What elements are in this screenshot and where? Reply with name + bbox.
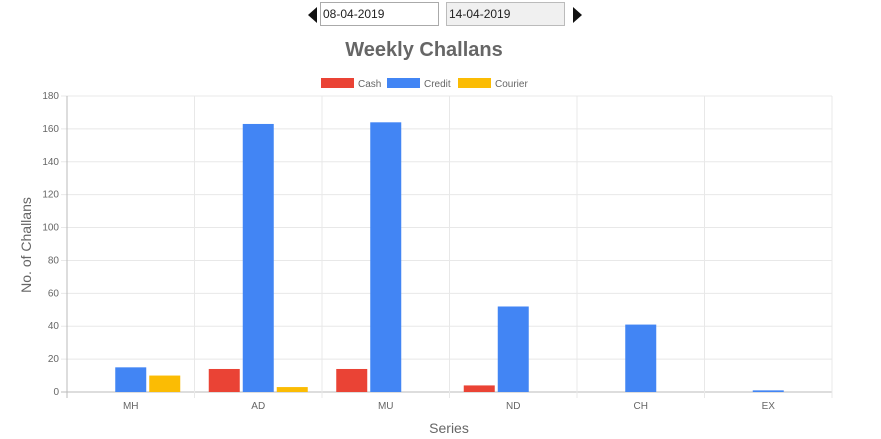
legend-label-cash[interactable]: Cash xyxy=(358,79,381,90)
x-tick-label: AD xyxy=(251,401,265,412)
legend-label-courier[interactable]: Courier xyxy=(495,79,528,90)
y-tick-label: 80 xyxy=(48,255,60,266)
bar-credit-ad[interactable] xyxy=(242,123,274,392)
bar-cash-mu[interactable] xyxy=(336,368,368,392)
legend-label-credit[interactable]: Credit xyxy=(424,79,451,90)
y-axis-label: No. of Challans xyxy=(18,197,34,293)
y-tick-label: 20 xyxy=(48,354,60,365)
y-tick-label: 120 xyxy=(42,190,59,201)
next-week-arrow-icon[interactable] xyxy=(573,7,582,23)
bar-credit-mh[interactable] xyxy=(115,367,147,392)
x-tick-label: CH xyxy=(634,401,648,412)
chart-grid xyxy=(61,95,833,398)
x-tick-label: EX xyxy=(762,401,776,412)
date-to-input[interactable] xyxy=(446,2,565,26)
y-tick-label: 40 xyxy=(48,321,60,332)
bar-credit-nd[interactable] xyxy=(497,306,529,392)
bar-courier-mh[interactable] xyxy=(149,375,181,392)
y-tick-label: 160 xyxy=(42,124,59,135)
bar-credit-ex[interactable] xyxy=(752,390,784,392)
x-axis-ticks: MH AD MU ND CH EX xyxy=(123,401,775,412)
bar-cash-nd[interactable] xyxy=(463,385,495,392)
legend-swatch-courier[interactable] xyxy=(458,78,491,88)
bar-courier-ad[interactable] xyxy=(276,387,308,392)
bar-credit-mu[interactable] xyxy=(370,122,402,393)
legend-swatch-credit[interactable] xyxy=(387,78,420,88)
y-tick-label: 140 xyxy=(42,157,59,168)
bar-credit-ch[interactable] xyxy=(625,324,657,392)
legend-swatch-cash[interactable] xyxy=(321,78,354,88)
bar-cash-ad[interactable] xyxy=(208,368,240,392)
y-tick-label: 0 xyxy=(53,387,59,398)
x-tick-label: MH xyxy=(123,401,139,412)
y-tick-label: 60 xyxy=(48,288,60,299)
chart-bars xyxy=(115,122,784,393)
y-tick-label: 180 xyxy=(42,91,59,102)
x-axis-label: Series xyxy=(429,420,469,436)
y-tick-label: 100 xyxy=(42,223,59,234)
x-tick-label: ND xyxy=(506,401,520,412)
previous-week-arrow-icon[interactable] xyxy=(308,7,317,23)
date-from-input[interactable] xyxy=(320,2,439,26)
y-axis-ticks: 0 20 40 60 80 100 120 140 160 180 xyxy=(42,91,59,398)
chart-title: Weekly Challans xyxy=(345,39,502,61)
chart-legend: Cash Credit Courier xyxy=(321,78,528,90)
x-tick-label: MU xyxy=(378,401,394,412)
